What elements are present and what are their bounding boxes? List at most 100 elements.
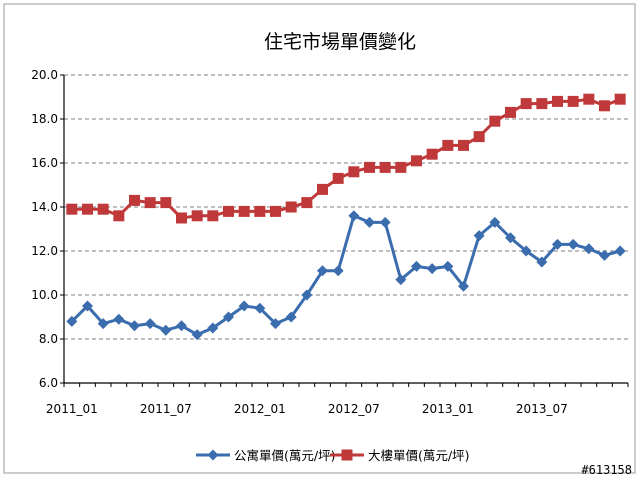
data-point <box>505 106 516 118</box>
data-point <box>191 210 203 222</box>
y-tick-label: 16.0 <box>31 156 58 170</box>
data-point <box>332 265 344 277</box>
y-axis: 6.0 8.0 10.0 12.0 14.0 16.0 18.0 20.0 <box>31 68 64 390</box>
data-point <box>348 210 360 222</box>
data-point <box>552 95 563 107</box>
data-point <box>395 161 407 173</box>
chart-border <box>3 3 636 474</box>
data-point <box>489 216 501 228</box>
data-point <box>458 139 469 151</box>
data-point <box>364 216 375 228</box>
data-point <box>364 161 375 173</box>
data-point <box>520 245 532 257</box>
x-tick-label: 2013_07 <box>516 402 568 416</box>
data-point <box>473 230 485 242</box>
data-point <box>317 265 328 277</box>
data-point <box>599 249 610 261</box>
data-point <box>536 98 548 110</box>
data-point <box>160 324 172 336</box>
x-tick-label: 2011_07 <box>140 402 192 416</box>
legend-marker <box>207 449 219 461</box>
data-point <box>348 166 360 178</box>
data-point <box>238 205 250 217</box>
watermark: #613158 <box>581 463 632 477</box>
plot-area <box>66 93 626 341</box>
data-point <box>489 115 501 127</box>
data-point <box>583 93 595 105</box>
data-point <box>411 155 422 167</box>
data-point <box>223 205 234 217</box>
data-point <box>82 203 93 215</box>
data-point <box>301 197 313 209</box>
chart-title: 住宅市場單價變化 <box>264 31 416 53</box>
data-point <box>207 210 219 222</box>
data-point <box>317 183 328 195</box>
data-point <box>113 313 125 325</box>
series-2 <box>66 93 626 224</box>
y-tick-label: 14.0 <box>31 200 58 214</box>
data-point <box>176 212 187 224</box>
data-point <box>270 205 281 217</box>
data-point <box>129 320 140 332</box>
x-tick-label: 2011_01 <box>46 402 98 416</box>
x-tick-label: 2013_01 <box>422 402 474 416</box>
data-point <box>207 322 219 334</box>
data-point <box>426 148 438 160</box>
y-tick-label: 18.0 <box>31 112 58 126</box>
data-point <box>473 131 485 143</box>
legend: 公寓單價(萬元/坪) 大樓單價(萬元/坪) <box>196 448 469 463</box>
data-point <box>442 260 454 272</box>
data-point <box>520 98 532 110</box>
x-tick-label: 2012_07 <box>328 402 380 416</box>
data-point <box>66 203 78 215</box>
legend-marker <box>341 449 353 461</box>
data-point <box>301 289 313 301</box>
data-point <box>332 172 344 184</box>
data-point <box>614 245 626 257</box>
data-point <box>129 194 140 206</box>
data-point <box>97 318 109 330</box>
data-point <box>442 139 454 151</box>
data-point <box>254 302 266 314</box>
legend-label: 公寓單價(萬元/坪) <box>234 448 335 463</box>
x-tick-label: 2012_01 <box>234 402 286 416</box>
data-point <box>552 238 563 250</box>
y-tick-label: 6.0 <box>39 376 58 390</box>
data-point <box>379 216 391 228</box>
data-point <box>113 210 125 222</box>
data-point <box>411 260 422 272</box>
data-point <box>614 93 626 105</box>
y-tick-label: 20.0 <box>31 68 58 82</box>
x-axis: 2011_01 2011_07 2012_01 2012_07 2013_01 2013_… <box>46 383 629 416</box>
data-point <box>379 161 391 173</box>
data-point <box>270 318 281 330</box>
data-point <box>82 300 93 312</box>
y-tick-label: 10.0 <box>31 288 58 302</box>
data-point <box>160 197 172 209</box>
data-point <box>223 311 234 323</box>
data-point <box>191 329 203 341</box>
legend-label: 大樓單價(萬元/坪) <box>368 448 469 463</box>
series-1 <box>66 210 626 341</box>
y-tick-label: 8.0 <box>39 332 58 346</box>
data-point <box>583 243 595 255</box>
data-point <box>66 315 78 327</box>
data-point <box>426 263 438 275</box>
data-point <box>254 205 266 217</box>
data-point <box>599 100 610 112</box>
data-point <box>285 201 297 213</box>
data-point <box>567 238 579 250</box>
data-point <box>458 280 469 292</box>
data-point <box>176 320 187 332</box>
data-point <box>567 95 579 107</box>
data-point <box>536 256 548 268</box>
data-point <box>505 232 516 244</box>
data-point <box>285 311 297 323</box>
data-point <box>97 203 109 215</box>
y-tick-label: 12.0 <box>31 244 58 258</box>
data-point <box>144 197 156 209</box>
data-point <box>238 300 250 312</box>
data-point <box>144 318 156 330</box>
data-point <box>395 274 407 286</box>
